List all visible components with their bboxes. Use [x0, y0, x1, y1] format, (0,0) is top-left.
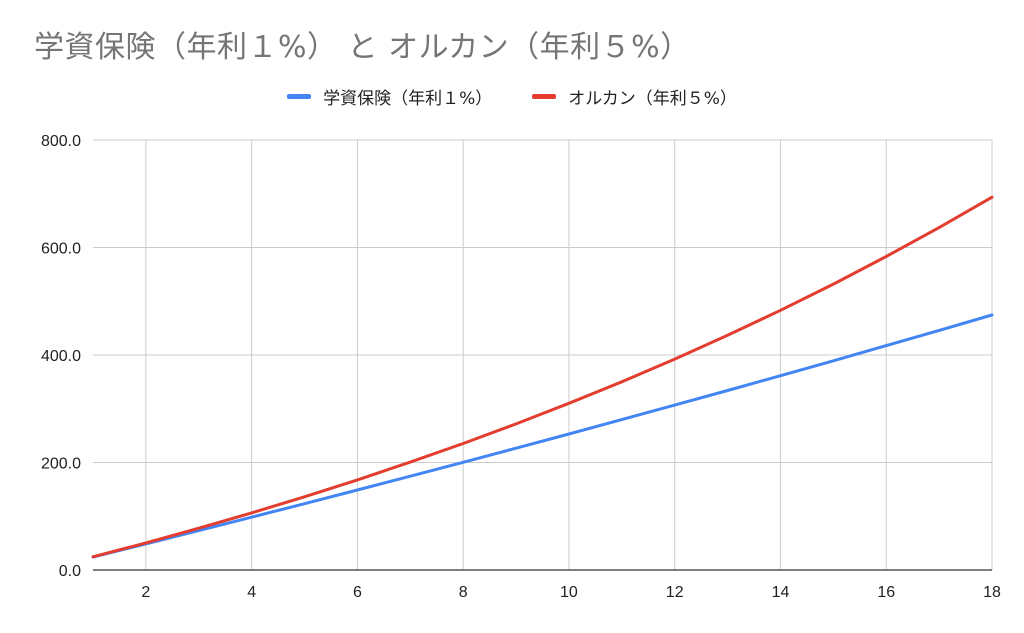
y-tick-label: 400.0 — [41, 348, 81, 365]
y-tick-label: 800.0 — [41, 133, 81, 150]
x-tick-label: 16 — [877, 584, 895, 601]
legend-label-gakushi: 学資保険（年利１%） — [323, 89, 493, 109]
x-tick-label: 8 — [459, 584, 468, 601]
y-tick-label: 0.0 — [59, 563, 81, 580]
legend-swatch-orukan — [532, 94, 557, 99]
legend-label-orukan: オルカン（年利５%） — [568, 89, 737, 109]
legend-swatch-gakushi — [287, 94, 312, 99]
chart-title: 学資保険（年利１%） と オルカン（年利５%） — [34, 30, 691, 65]
legend-item-orukan[interactable]: オルカン（年利５%） — [532, 84, 737, 109]
legend-item-gakushi[interactable]: 学資保険（年利１%） — [287, 84, 492, 109]
x-tick-label: 12 — [666, 584, 684, 601]
x-tick-label: 14 — [772, 584, 790, 601]
x-tick-label: 4 — [247, 584, 256, 601]
x-tick-label: 18 — [983, 584, 1001, 601]
x-tick-label: 2 — [141, 584, 150, 601]
x-tick-label: 10 — [560, 584, 578, 601]
series-line-2 — [91, 195, 994, 559]
series-line-1 — [91, 313, 994, 559]
legend: 学資保険（年利１%） オルカン（年利５%） — [0, 84, 1024, 109]
x-tick-label: 6 — [353, 584, 362, 601]
y-tick-label: 200.0 — [41, 456, 81, 473]
y-tick-label: 600.0 — [41, 241, 81, 258]
